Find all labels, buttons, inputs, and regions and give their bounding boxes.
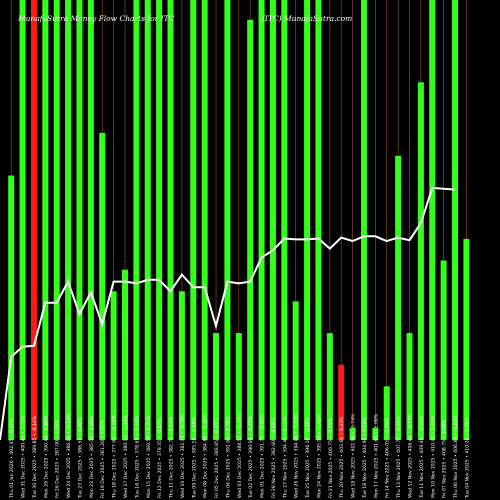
bar-up [53, 0, 60, 440]
x-tick-label: Fri 19 Dec 2025 • 381.20 • 0.87% [100, 419, 106, 498]
x-tick-label: Thu 01 Jan 2026 • 402.35 • 0.47% [9, 418, 15, 499]
x-tick-label: Fri 07 Nov 2025 • 408.75 • 0.48% [442, 419, 448, 498]
x-tick-label: Thu 20 Nov 2025 • 403.60 • 0.43% [339, 416, 345, 499]
bar-up [42, 0, 49, 440]
x-tick-label: Thu 04 Dec 2025 • 391.60 • 0.79% [225, 416, 231, 499]
x-tick-label: Tue 25 Nov 2025 • 396.10 • 0.28% [305, 417, 311, 499]
bar-up [372, 428, 379, 440]
x-tick-label: Tue 11 Nov 2025 • 409.40 • -0.26% [419, 415, 425, 499]
x-tick-label: Fri 12 Dec 2025 • 379.35 • -0.87% [157, 418, 163, 498]
bar-up [281, 0, 288, 440]
x-tick-label: Wed 17 Dec 2025 • 380.10 • 0.38% [123, 415, 129, 498]
x-tick-label: Wed 10 Dec 2025 • 382.15 • -0.78% [180, 413, 186, 498]
chart-source: (ITC) MunafaSutra.com [262, 14, 353, 23]
bar-up [156, 0, 163, 440]
x-tick-label: Wed 24 Dec 2025 • 386.00 • -0.14% [66, 413, 72, 498]
bar-up [8, 175, 15, 440]
x-tick-label: Thu 27 Nov 2025 • 394.40 • 0.10% [282, 416, 288, 499]
x-axis-labels: Thu 01 Jan 2026 • 402.35 • 0.47% Wed 31 D… [9, 413, 470, 499]
bar-up [440, 260, 447, 440]
bar-up [417, 82, 424, 440]
x-tick-label: Tue 02 Dec 2025 • 390.00 • -0.45% [248, 415, 254, 499]
bar-down [338, 364, 345, 440]
x-tick-label: Wed 19 Nov 2025 • 401.90 • -0.74% [351, 413, 357, 498]
x-tick-label: Thu 06 Nov 2025 • 406.80 • -0.83% [453, 414, 459, 499]
x-tick-label: Mon 10 Nov 2025 • 410.45 • 0.42% [430, 415, 436, 498]
x-tick-label: Thu 18 Dec 2025 • 377.90 • -0.58% [112, 414, 118, 499]
x-tick-label: Mon 17 Nov 2025 • 401.60 • -1.09% [373, 413, 379, 498]
bar-up [76, 0, 83, 440]
x-tick-label: Mon 29 Dec 2025 • 390.40 • 0.88% [43, 415, 49, 498]
x-tick-label: Mon 24 Nov 2025 • 395.00 • -1.43% [316, 413, 322, 498]
bar-up [463, 238, 470, 440]
x-tick-label: Thu 13 Nov 2025 • 407.70 • 0.32% [396, 416, 402, 499]
x-tick-label: Mon 01 Dec 2025 • 391.75 • -0.22% [260, 413, 266, 498]
bar-up [178, 291, 185, 440]
x-tick-label: Mon 15 Dec 2025 • 380.50 • 0.31% [146, 415, 152, 498]
bar-up [406, 333, 413, 440]
x-tick-label: Fri 28 Nov 2025 • 392.60 • -0.45% [271, 417, 277, 498]
bar-up [360, 0, 367, 440]
bar-up [190, 0, 197, 440]
x-tick-label: Fri 26 Dec 2025 • 387.00 • 0.26% [55, 419, 61, 498]
bar-up [19, 0, 26, 440]
x-tick-label: Mon 08 Dec 2025 • 384.60 • -1.35% [203, 413, 209, 498]
bar-up [349, 428, 356, 440]
bar-up [99, 132, 106, 440]
x-tick-label: Mon 22 Dec 2025 • 385.00 • 1.00% [89, 415, 95, 498]
bar-up [144, 0, 151, 440]
x-tick-label: Thu 11 Dec 2025 • 382.70 • 0.14% [169, 416, 175, 499]
bar-up [304, 0, 311, 440]
x-tick-label: Tue 23 Dec 2025 • 386.55 • 0.40% [77, 417, 83, 499]
bar-up [235, 333, 242, 440]
x-tick-label: Fri 21 Nov 2025 • 400.75 • -0.71% [328, 417, 334, 498]
bar-up [224, 0, 231, 440]
bar-series [8, 0, 470, 441]
bar-up [383, 386, 390, 440]
x-tick-label: Tue 18 Nov 2025 • 404.90 • 0.82% [362, 417, 368, 499]
bar-up [258, 0, 265, 440]
bar-up [167, 0, 174, 440]
x-tick-label: Wed 03 Dec 2025 • 388.55 • -0.37% [237, 413, 243, 498]
bar-up [292, 301, 299, 440]
x-tick-label: Tue 16 Dec 2025 • 378.65 • -0.49% [134, 415, 140, 499]
bar-up [269, 0, 276, 440]
x-tick-label: Tue 09 Dec 2025 • 385.15 • 0.14% [191, 417, 197, 499]
bar-up [326, 333, 333, 440]
x-tick-label: Wed 12 Nov 2025 • 406.40 • -0.73% [408, 413, 414, 498]
x-tick-label: Wed 31 Dec 2025 • 400.45 • 2.72% [21, 415, 27, 498]
x-tick-label: Tue 04 Nov 2025 • 410.20 • 0.26% [464, 417, 470, 499]
x-tick-label: Fri 14 Nov 2025 • 406.05 • -0.40% [385, 417, 391, 498]
bar-up [122, 269, 128, 440]
bar-up [395, 155, 402, 440]
bar-up [133, 0, 140, 440]
bar-up [110, 291, 117, 440]
bar-up [429, 0, 436, 440]
x-tick-label: Fri 05 Dec 2025 • 389.85 • -0.45% [214, 418, 220, 498]
bar-up [87, 0, 94, 440]
bar-down [30, 0, 37, 440]
bar-up [65, 0, 72, 440]
bar-up [315, 0, 322, 440]
money-flow-line [0, 186, 456, 441]
x-tick-label: Wed 26 Nov 2025 • 394.00 • -0.53% [294, 413, 300, 498]
bar-up [201, 0, 208, 440]
bar-up [213, 333, 220, 440]
bar-up [247, 19, 254, 441]
x-tick-label: Tue 30 Dec 2025 • 389.85 • -0.14% [32, 415, 38, 499]
bar-up [452, 0, 459, 440]
chart-title: MunafaSutra Money Flow Charts for ITC [18, 14, 175, 23]
